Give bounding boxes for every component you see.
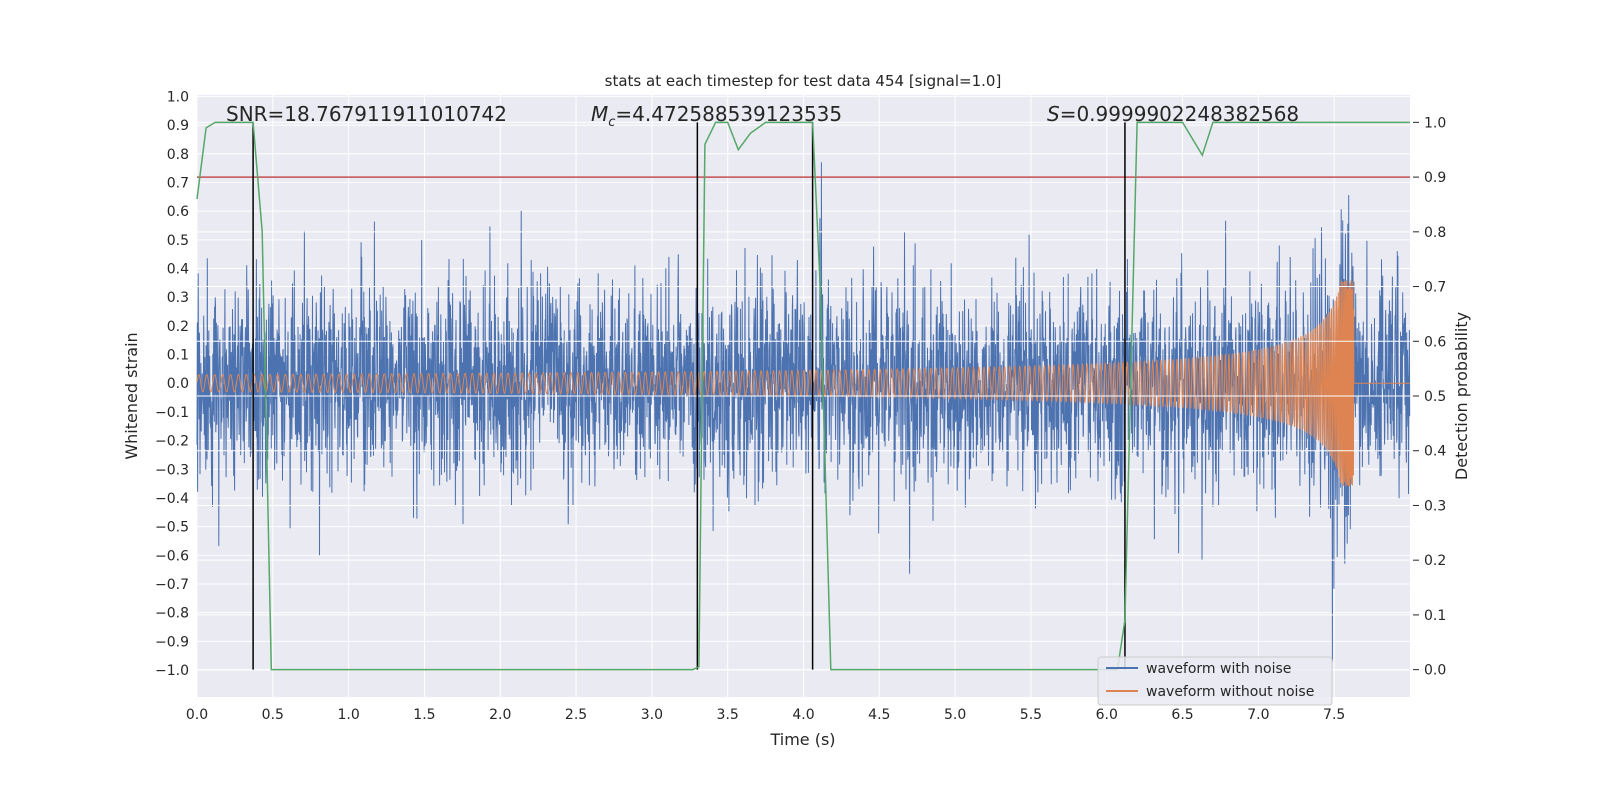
right-y-axis-label: Detection probability: [1452, 312, 1471, 480]
x-tick-label: 2.0: [489, 707, 511, 723]
y-tick-label: −0.4: [155, 491, 189, 507]
right-y-tick-label: 0.7: [1424, 280, 1446, 296]
x-tick-label: 2.5: [565, 707, 587, 723]
x-axis-ticks: 0.0 0.5 1.0 1.5 2.0 2.5 3.0 3.5 4.0 4.5 5.0 5.5 6.0 6…: [186, 707, 1345, 723]
right-y-tick-label: 0.1: [1424, 608, 1446, 624]
x-tick-label: 6.0: [1096, 707, 1118, 723]
y-tick-label: 0.1: [167, 348, 189, 364]
x-tick-label: 6.5: [1171, 707, 1193, 723]
y-tick-label: −0.9: [155, 634, 189, 650]
x-tick-label: 7.0: [1247, 707, 1269, 723]
x-tick-label: 4.0: [792, 707, 814, 723]
x-tick-label: 7.5: [1323, 707, 1345, 723]
y-tick-label: 0.6: [167, 204, 189, 220]
y-tick-label: −0.8: [155, 606, 189, 622]
chart-title: stats at each timestep for test data 454…: [605, 72, 1002, 90]
y-tick-label: 0.3: [167, 290, 189, 306]
x-tick-label: 1.5: [413, 707, 435, 723]
right-y-tick-label: 0.2: [1424, 553, 1446, 569]
right-y-tick-label: 0.9: [1424, 170, 1446, 186]
legend: waveform with noise waveform without noi…: [1098, 657, 1332, 705]
y-tick-label: −0.2: [155, 434, 189, 450]
y-tick-label: 0.9: [167, 118, 189, 134]
x-tick-label: 3.0: [641, 707, 663, 723]
x-tick-label: 5.5: [1020, 707, 1042, 723]
legend-label-noise: waveform with noise: [1146, 661, 1291, 677]
right-y-axis-ticks: 0.0 0.1 0.2 0.3 0.4 0.5 0.6 0.7 0.8 0.9 1.0: [1413, 115, 1446, 678]
y-tick-label: −0.5: [155, 520, 189, 536]
x-tick-label: 3.5: [717, 707, 739, 723]
y-tick-label: −0.3: [155, 462, 189, 478]
right-y-tick-label: 1.0: [1424, 115, 1446, 131]
y-tick-label: 0.7: [167, 175, 189, 191]
right-y-tick-label: 0.4: [1424, 444, 1446, 460]
x-tick-label: 0.5: [262, 707, 284, 723]
y-tick-label: 0.8: [167, 147, 189, 163]
y-tick-label: 0.4: [167, 262, 189, 278]
y-tick-label: −0.1: [155, 405, 189, 421]
x-tick-label: 5.0: [944, 707, 966, 723]
y-tick-label: 1.0: [167, 89, 189, 105]
x-tick-label: 1.0: [337, 707, 359, 723]
right-y-tick-label: 0.3: [1424, 498, 1446, 514]
right-y-tick-label: 0.0: [1424, 663, 1446, 679]
legend-label-signal: waveform without noise: [1146, 684, 1314, 700]
chirp-mass-annotation: Mc=4.472588539123535: [591, 102, 842, 130]
y-tick-label: 0.2: [167, 319, 189, 335]
y-tick-label: 0.5: [167, 233, 189, 249]
y-tick-label: −0.6: [155, 548, 189, 564]
s-annotation: S=0.9999902248382568: [1047, 102, 1299, 126]
y-tick-label: −1.0: [155, 663, 189, 679]
mc-symbol: M: [591, 102, 608, 126]
y-axis-label: Whitened strain: [122, 332, 141, 459]
y-tick-label: −0.7: [155, 577, 189, 593]
mc-value: =4.472588539123535: [615, 102, 842, 126]
right-y-tick-label: 0.5: [1424, 389, 1446, 405]
right-y-tick-label: 0.6: [1424, 334, 1446, 350]
x-tick-label: 0.0: [186, 707, 208, 723]
s-value: =0.9999902248382568: [1060, 102, 1299, 126]
mc-subscript: c: [608, 115, 615, 130]
x-axis-label: Time (s): [769, 730, 835, 749]
y-tick-label: 0.0: [167, 376, 189, 392]
s-symbol: S: [1047, 102, 1060, 126]
y-axis-ticks: 1.0 0.9 0.8 0.7 0.6 0.5 0.4 0.3 0.2 0.1 0.0 −0.1 −0.…: [155, 89, 189, 679]
snr-annotation: SNR=18.767911911010742: [226, 102, 507, 126]
x-tick-label: 4.5: [868, 707, 890, 723]
right-y-tick-label: 0.8: [1424, 225, 1446, 241]
